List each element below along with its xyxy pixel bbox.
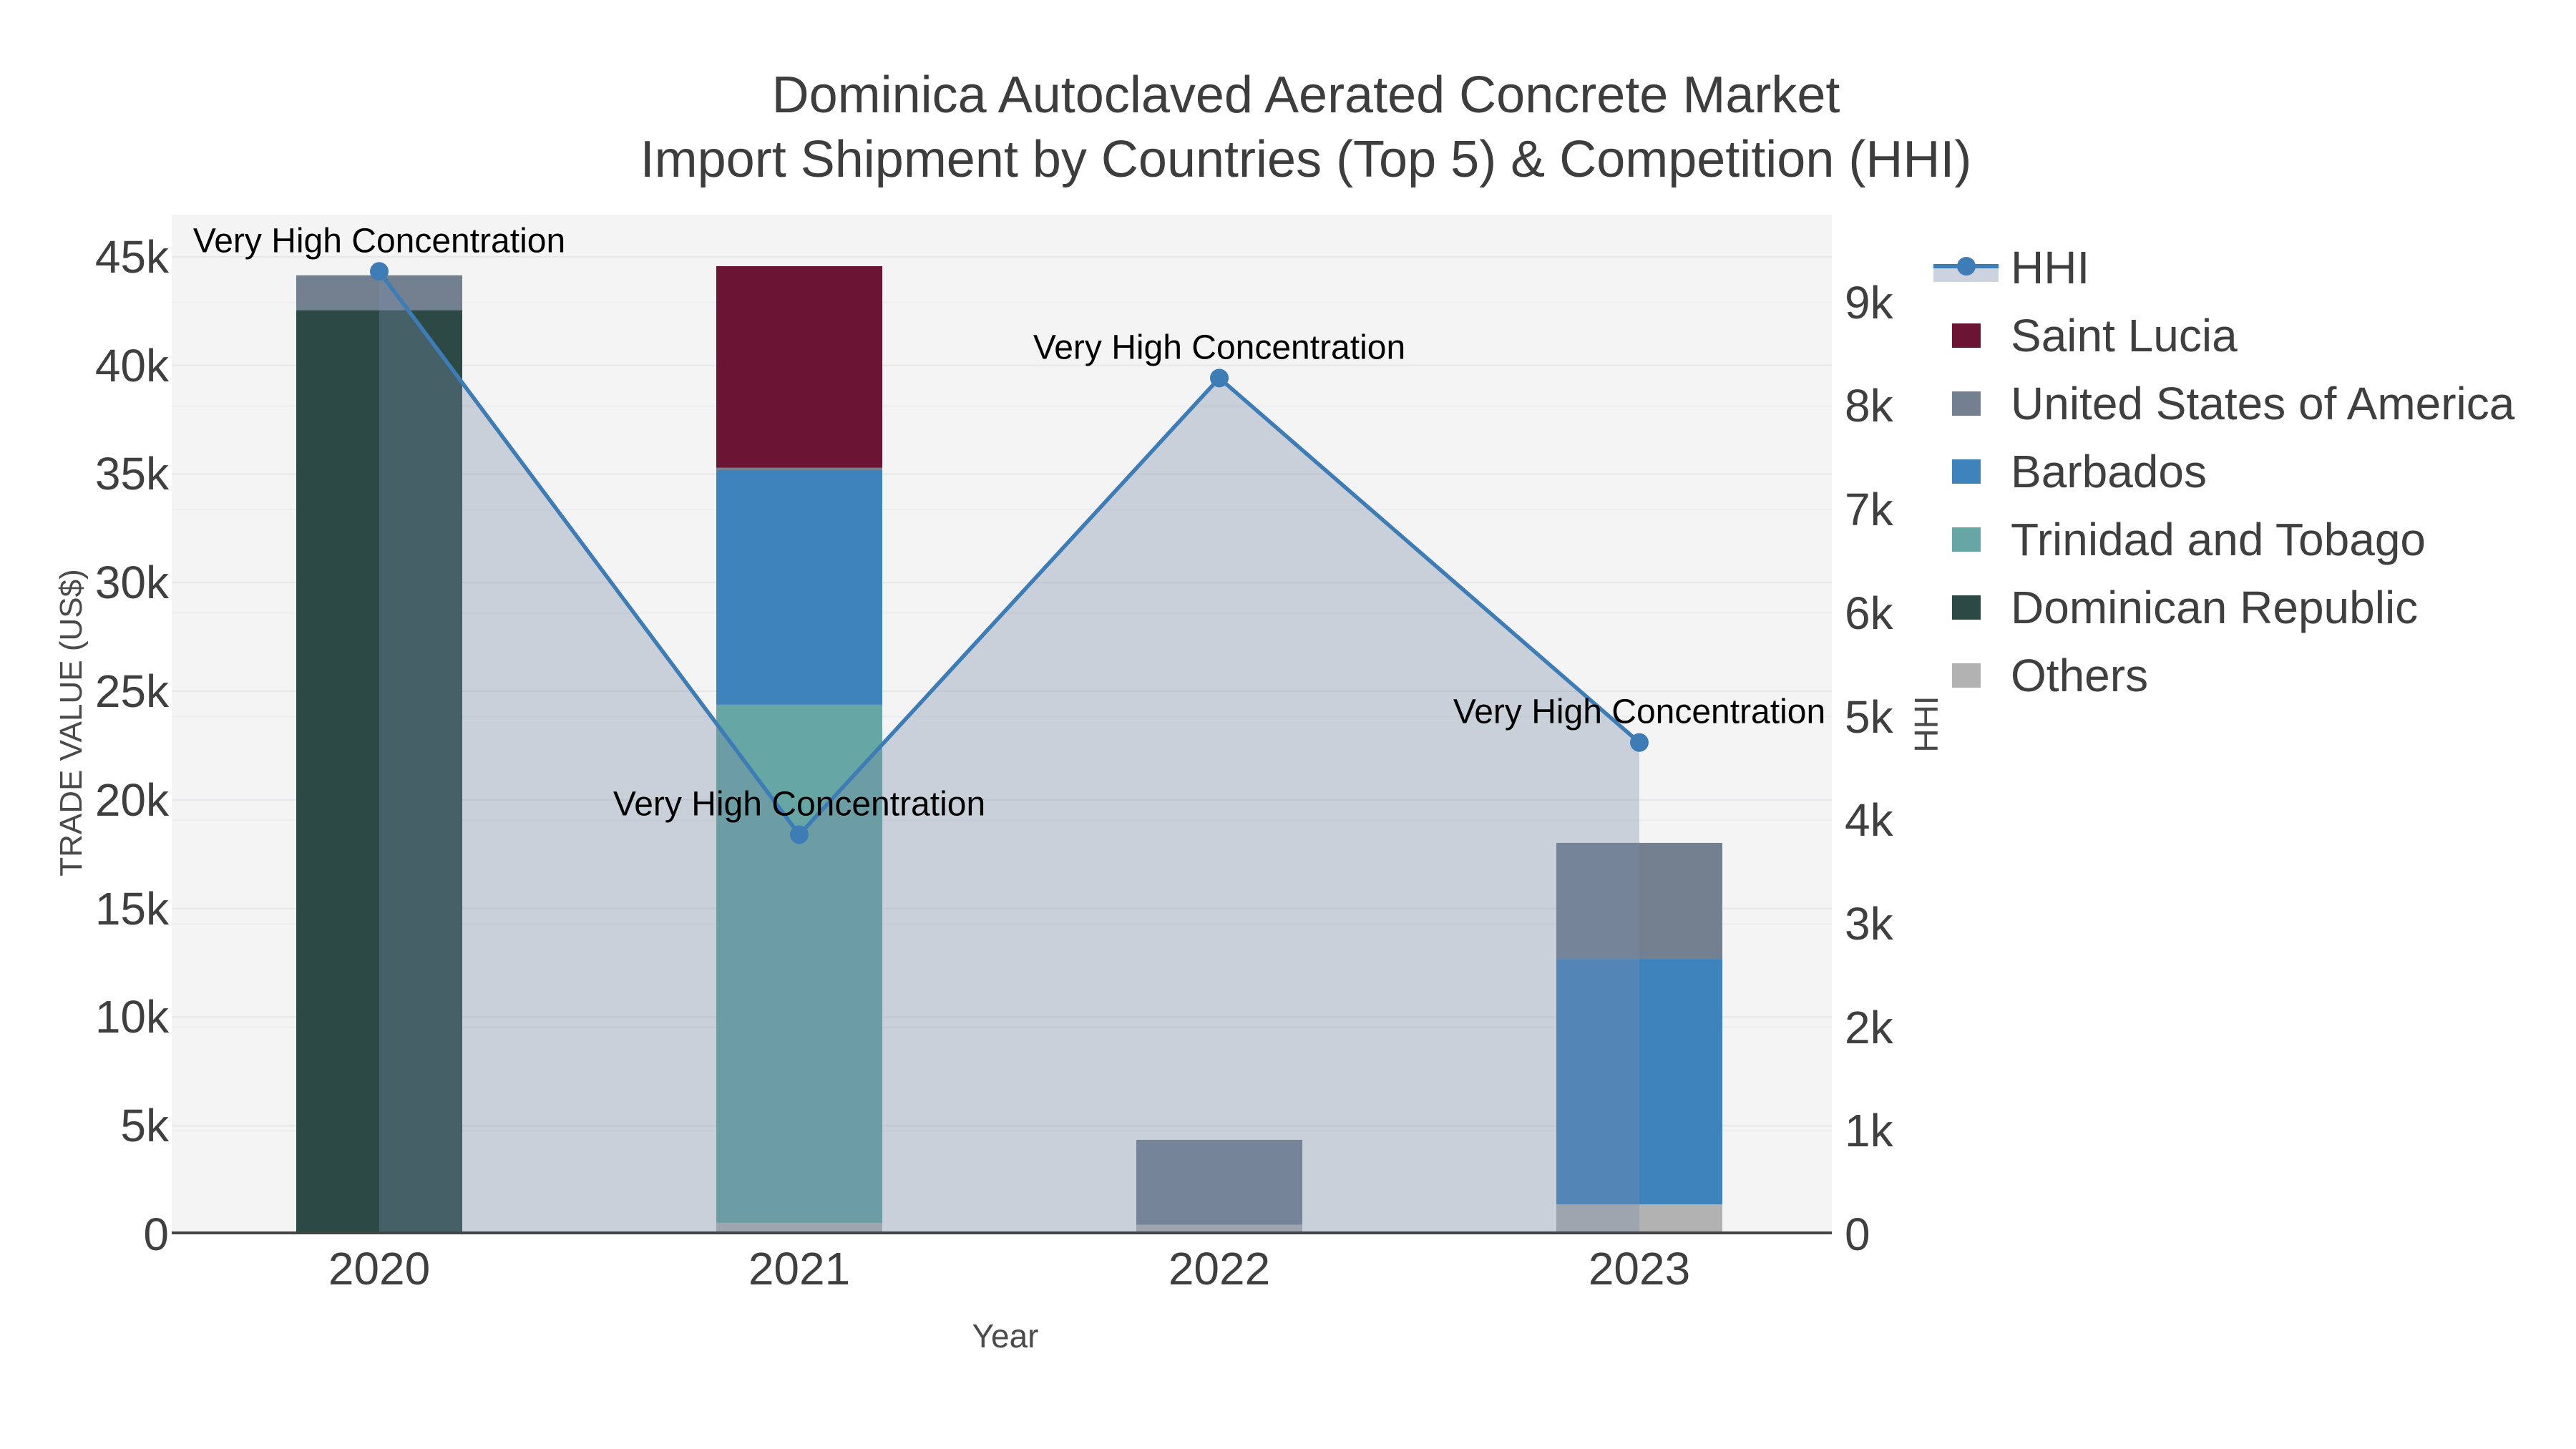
y-left-tick-20k: 20k [94, 774, 169, 826]
x-tick-2021: 2021 [748, 1243, 851, 1294]
hhi-point-2020[interactable] [370, 262, 389, 281]
legend-label: Others [2011, 649, 2149, 701]
bar-segment-2023-others[interactable] [1556, 1204, 1722, 1234]
y-left-tick-15k: 15k [94, 882, 169, 935]
bar-segment-2023-united-states-of-america[interactable] [1556, 842, 1722, 960]
y-right-tick-3k: 3k [1845, 897, 1893, 950]
x-tick-2020: 2020 [328, 1243, 431, 1294]
plot-area: Very High Concentration Very High Concent… [172, 215, 1832, 1234]
legend-item-others[interactable]: Others [1933, 641, 2514, 709]
legend-label: Dominican Republic [2011, 581, 2419, 633]
legend: HHI Saint Lucia United States of America Ba… [1933, 233, 2514, 709]
legend-item-united-states-of-america[interactable]: United States of America [1933, 369, 2514, 437]
y-right-tick-0: 0 [1845, 1209, 1870, 1260]
bar-segment-2021-trinidad-and-tobago[interactable] [716, 704, 882, 1223]
y-left-tick-25k: 25k [94, 665, 169, 718]
x-tick-2023: 2023 [1588, 1243, 1691, 1294]
legend-label: Barbados [2011, 445, 2207, 497]
legend-swatch-icon [1933, 660, 1999, 691]
bar-segment-2021-barbados[interactable] [716, 470, 882, 705]
bar-segment-2020-united-states-of-america[interactable] [296, 275, 462, 311]
bar-segment-2023-barbados[interactable] [1556, 959, 1722, 1205]
hhi-point-2023[interactable] [1630, 733, 1649, 752]
annotation-2023: Very High Concentration [1453, 693, 1825, 731]
legend-swatch-icon [1933, 388, 1999, 419]
bar-segment-2021-saint-lucia[interactable] [716, 265, 882, 468]
legend-label: United States of America [2011, 377, 2515, 429]
legend-swatch-icon [1933, 592, 1999, 623]
legend-label: Saint Lucia [2011, 309, 2238, 361]
legend-swatch-icon [1933, 320, 1999, 351]
y-right-tick-2k: 2k [1845, 1001, 1893, 1053]
legend-item-dominican-republic[interactable]: Dominican Republic [1933, 573, 2514, 641]
legend-line-sample-icon [1933, 252, 1999, 283]
y-left-tick-35k: 35k [94, 448, 169, 500]
legend-item-barbados[interactable]: Barbados [1933, 437, 2514, 505]
legend-item-hhi[interactable]: HHI [1933, 233, 2514, 301]
annotation-2021: Very High Concentration [613, 785, 985, 823]
chart-title-line1: Dominica Autoclaved Aerated Concrete Mar… [771, 67, 1840, 124]
y-right-tick-1k: 1k [1845, 1105, 1893, 1157]
y-left-tick-10k: 10k [94, 991, 169, 1043]
legend-swatch-icon [1933, 456, 1999, 487]
legend-label: Trinidad and Tobago [2011, 513, 2426, 565]
y-axis-left-title: TRADE VALUE (US$) [54, 569, 89, 877]
bar-segment-2021-others[interactable] [716, 1222, 882, 1234]
legend-label: HHI [2011, 241, 2090, 293]
y-left-tick-40k: 40k [94, 339, 169, 391]
legend-item-saint-lucia[interactable]: Saint Lucia [1933, 301, 2514, 369]
y-axis-left-ticks: 0 5k 10k 15k 20k 25k 30k 35k 40k 45k [0, 215, 169, 1257]
y-left-tick-45k: 45k [94, 230, 169, 283]
y-axis-right-ticks: 0 1k 2k 3k 4k 5k 6k 7k 8k 9k [1845, 215, 2016, 1257]
hhi-point-2022[interactable] [1210, 369, 1229, 388]
legend-swatch-icon [1933, 524, 1999, 555]
x-axis-title: Year [972, 1317, 1039, 1355]
y-right-tick-9k: 9k [1845, 276, 1893, 328]
annotation-2022: Very High Concentration [1033, 328, 1405, 366]
y-right-tick-8k: 8k [1845, 380, 1893, 432]
hhi-area-fill [379, 271, 1639, 1234]
y-left-tick-30k: 30k [94, 557, 169, 609]
hhi-line [377, 270, 1641, 837]
x-tick-2022: 2022 [1168, 1243, 1271, 1294]
annotation-2020: Very High Concentration [193, 222, 565, 260]
hhi-point-2021[interactable] [790, 825, 809, 844]
bar-segment-2020-dominican-republic[interactable] [296, 310, 462, 1234]
y-right-tick-7k: 7k [1845, 484, 1893, 536]
bar-segment-2022-united-states-of-america[interactable] [1136, 1139, 1302, 1225]
chart-title: Dominica Autoclaved Aerated Concrete Mar… [640, 63, 1972, 192]
chart-title-line2: Import Shipment by Countries (Top 5) & C… [640, 131, 1972, 188]
y-right-tick-5k: 5k [1845, 691, 1893, 743]
y-left-tick-5k: 5k [120, 1100, 169, 1152]
x-axis-ticks: 2020 2021 2022 2023 [172, 1246, 1832, 1296]
legend-item-trinidad-and-tobago[interactable]: Trinidad and Tobago [1933, 505, 2514, 573]
y-left-tick-0: 0 [143, 1209, 169, 1260]
y-right-tick-6k: 6k [1845, 587, 1893, 639]
y-right-tick-4k: 4k [1845, 794, 1893, 847]
bar-segment-2021-united-states-of-america[interactable] [716, 467, 882, 471]
